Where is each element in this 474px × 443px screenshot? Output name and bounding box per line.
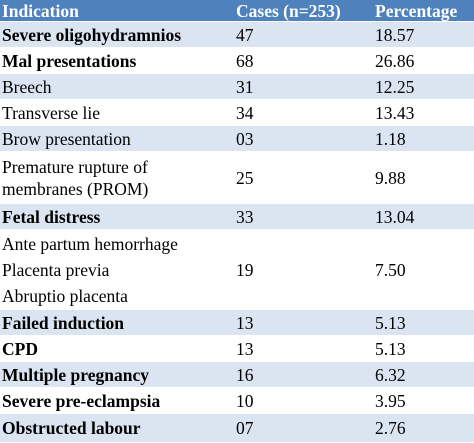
percentage-cell: 9.88 xyxy=(369,151,474,204)
indication-line: Placenta previa xyxy=(2,259,110,280)
percentage-cell: 5.13 xyxy=(369,335,474,362)
cases-cell: 16 xyxy=(232,361,369,388)
percentage-cell: 3.95 xyxy=(369,387,474,414)
cases-cell: 68 xyxy=(232,47,369,74)
indication-line: Premature rupture of xyxy=(2,156,148,177)
indication-cell: Failed induction xyxy=(0,309,232,336)
indication-cell: Transverse lie xyxy=(0,99,232,126)
header-cases: Cases (n=253) xyxy=(232,0,369,22)
indication-cell: Brow presentation xyxy=(0,125,232,152)
header-row: Indication Cases (n=253) Percentage xyxy=(0,0,474,22)
table-row: Obstructed labour 07 2.76 xyxy=(0,413,474,443)
indication-line: Ante partum hemorrhage xyxy=(2,233,178,254)
cases-cell: 34 xyxy=(232,99,369,126)
percentage-cell: 13.04 xyxy=(369,203,474,230)
indication-cell: CPD xyxy=(0,335,232,362)
indication-cell: Premature rupture of membranes (PROM) xyxy=(0,151,232,204)
cases-cell: 25 xyxy=(232,151,369,204)
table-row: Multiple pregnancy 16 6.32 xyxy=(0,361,474,388)
table-row: Brow presentation 03 1.18 xyxy=(0,125,474,152)
percentage-cell: 5.13 xyxy=(369,309,474,336)
percentage-cell: 13.43 xyxy=(369,99,474,126)
indication-cell: Severe oligohydramnios xyxy=(0,21,232,48)
percentage-cell: 2.76 xyxy=(369,413,474,443)
indication-cell: Mal presentations xyxy=(0,47,232,74)
percentage-cell: 6.32 xyxy=(369,361,474,388)
table-row: Failed induction 13 5.13 xyxy=(0,309,474,336)
table-row: CPD 13 5.13 xyxy=(0,335,474,362)
percentage-cell: 1.18 xyxy=(369,125,474,152)
indication-cell: Ante partum hemorrhage Placenta previa A… xyxy=(0,229,232,310)
cases-cell: 03 xyxy=(232,125,369,152)
table-row: Ante partum hemorrhage Placenta previa A… xyxy=(0,229,474,310)
table-row: Severe pre-eclampsia 10 3.95 xyxy=(0,387,474,414)
header-percentage: Percentage xyxy=(369,0,474,22)
indication-cell: Multiple pregnancy xyxy=(0,361,232,388)
cases-cell: 33 xyxy=(232,203,369,230)
cases-cell: 19 xyxy=(232,229,369,310)
table-row: Breech 31 12.25 xyxy=(0,73,474,100)
cases-cell: 13 xyxy=(232,309,369,336)
cases-cell: 07 xyxy=(232,413,369,443)
indication-line: Abruptio placenta xyxy=(2,285,128,306)
percentage-cell: 26.86 xyxy=(369,47,474,74)
table-row: Premature rupture of membranes (PROM) 25… xyxy=(0,151,474,204)
table-row: Transverse lie 34 13.43 xyxy=(0,99,474,126)
header-indication: Indication xyxy=(0,0,232,22)
indication-cell: Fetal distress xyxy=(0,203,232,230)
percentage-cell: 7.50 xyxy=(369,229,474,310)
indication-line: membranes (PROM) xyxy=(2,178,149,199)
indication-cell: Obstructed labour xyxy=(0,413,232,443)
cases-cell: 47 xyxy=(232,21,369,48)
table-row: Fetal distress 33 13.04 xyxy=(0,203,474,230)
indication-cell: Severe pre-eclampsia xyxy=(0,387,232,414)
cases-cell: 13 xyxy=(232,335,369,362)
indication-cell: Breech xyxy=(0,73,232,100)
table-row: Severe oligohydramnios 47 18.57 xyxy=(0,21,474,48)
table-row: Mal presentations 68 26.86 xyxy=(0,47,474,74)
cases-cell: 10 xyxy=(232,387,369,414)
cases-cell: 31 xyxy=(232,73,369,100)
percentage-cell: 12.25 xyxy=(369,73,474,100)
percentage-cell: 18.57 xyxy=(369,21,474,48)
